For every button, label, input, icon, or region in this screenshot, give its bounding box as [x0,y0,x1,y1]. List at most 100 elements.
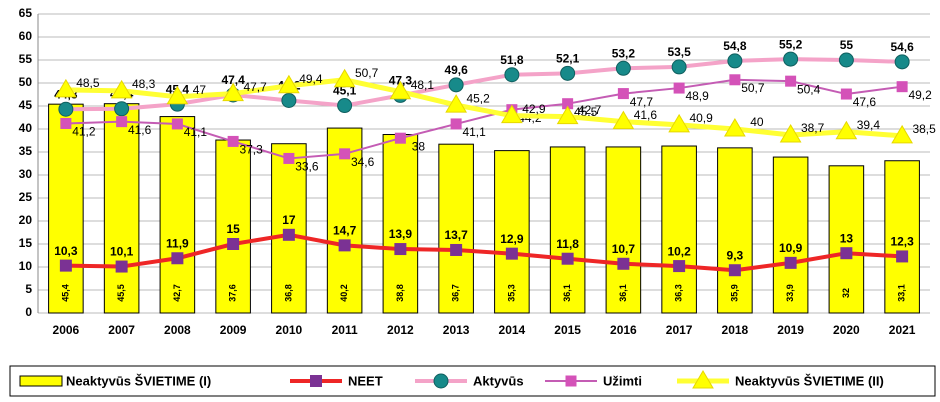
marker [55,78,77,98]
y-tick-label: 55 [19,52,33,66]
bar-value-label: 36,1 [562,284,572,302]
value-label: 41,2 [72,125,96,139]
marker [227,238,240,250]
marker [283,152,295,164]
marker [561,252,574,265]
marker [896,250,909,263]
value-label: 42,9 [522,102,546,116]
marker [389,80,412,100]
bar [661,145,697,314]
value-label: 55,2 [779,37,803,51]
marker [779,123,802,143]
legend-marker [565,375,577,387]
value-label: 10,7 [612,242,636,256]
bar-value-label: 45,5 [116,284,126,302]
value-label: 10,2 [667,244,691,258]
x-tick-label: 2021 [889,323,916,337]
bar-value-label: 33,1 [897,284,907,302]
bar-value-label: 33,9 [785,284,795,302]
x-tick-label: 2012 [387,323,414,337]
x-tick-label: 2015 [554,323,581,337]
x-tick-label: 2017 [666,323,693,337]
value-label: 47,7 [243,80,267,94]
value-label: 50,4 [797,82,821,96]
value-label: 38,5 [912,122,936,136]
x-tick-label: 2008 [164,323,191,337]
value-label: 47,7 [630,95,654,109]
value-label: 45,2 [466,91,490,105]
bar-value-label: 45,4 [60,284,70,302]
marker [60,117,72,129]
legend-box [9,365,936,397]
marker [450,118,462,130]
marker [835,120,858,140]
y-tick-label: 60 [19,29,33,43]
value-label: 55 [840,38,854,52]
marker [612,110,635,130]
value-label: 50,7 [741,81,765,95]
value-label: 12,3 [890,235,914,249]
bar-value-label: 42,7 [172,284,182,302]
line [65,78,903,160]
marker [615,60,631,76]
y-tick-label: 30 [19,167,33,181]
marker [617,88,629,100]
x-tick-label: 2016 [610,323,637,337]
value-label: 13 [840,231,854,245]
bar-value-label: 35,9 [729,284,739,302]
value-label: 47 [193,83,207,97]
y-tick-label: 10 [19,259,33,273]
marker [59,259,72,272]
value-label: 54,8 [723,39,747,53]
legend-label: NEET [348,373,383,388]
value-label: 48,1 [411,78,435,92]
value-label: 33,6 [295,160,319,174]
x-tick-label: 2006 [53,323,80,337]
bar [159,116,196,314]
marker [333,68,356,88]
x-tick-label: 2007 [108,323,135,337]
marker [227,135,239,147]
y-tick-label: 40 [19,121,33,135]
bar-value-label: 38,8 [395,284,405,302]
value-label: 47,3 [389,74,413,88]
x-tick-label: 2009 [220,323,247,337]
value-label: 38,7 [801,121,825,135]
bar [549,146,586,314]
legend-label: Neaktyvūs ŠVIETIME (II) [735,373,884,388]
bar [717,147,753,314]
value-label: 49,2 [908,88,932,102]
marker [671,59,687,75]
value-label: 17 [282,213,296,227]
marker [504,67,520,83]
legend-label: Neaktyvūs ŠVIETIME (I) [66,373,211,388]
value-label: 48,9 [685,89,709,103]
marker [445,94,467,113]
bar [884,160,920,314]
y-tick-label: 45 [19,98,33,112]
legend-marker [310,375,322,387]
value-label: 52,1 [556,52,580,66]
value-label: 12,9 [500,232,524,246]
line [65,77,903,139]
marker [840,88,852,100]
legend-label: Užimti [603,373,642,388]
value-label: 49,4 [299,72,323,86]
marker [673,260,686,273]
marker [784,256,797,269]
marker [728,264,741,277]
x-tick-label: 2019 [777,323,804,337]
marker [338,239,351,252]
value-label: 34,6 [351,155,375,169]
marker [394,132,406,144]
marker [115,260,128,273]
bar [438,143,474,314]
marker [448,77,464,93]
value-label: 41,1 [462,125,486,139]
marker [668,113,690,133]
value-label: 41,1 [184,125,208,139]
bar-value-label: 36,8 [283,284,293,302]
marker [556,105,579,125]
y-tick-label: 5 [25,282,32,296]
value-label: 48,3 [132,77,156,91]
